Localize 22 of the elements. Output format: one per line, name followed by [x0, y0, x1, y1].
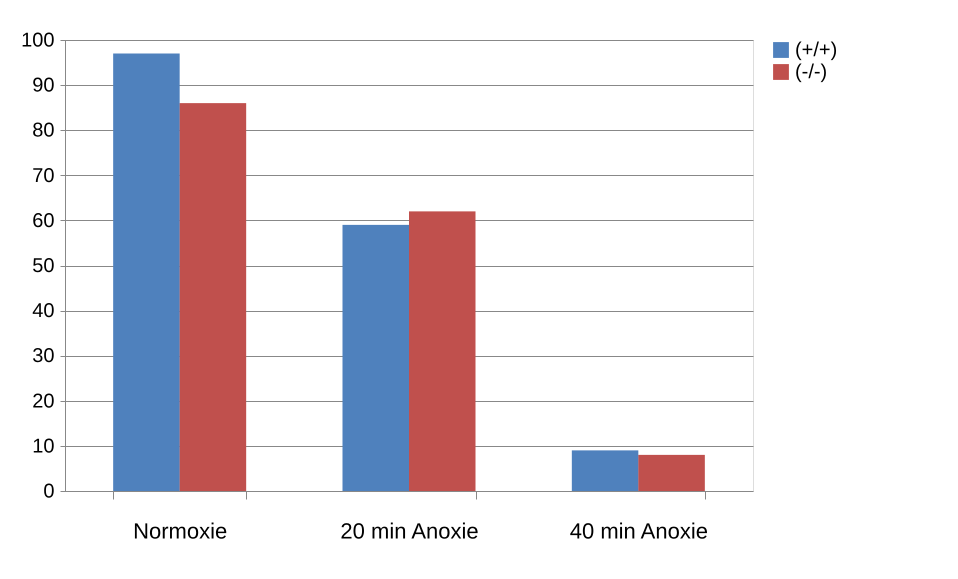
y-tick-label: 80: [32, 120, 54, 142]
y-tick-label: 60: [32, 210, 54, 232]
bar: [113, 54, 180, 491]
legend-label: (-/-): [795, 61, 828, 83]
y-tick-label: 40: [32, 300, 54, 322]
bar: [342, 224, 409, 491]
legend-label: (+/+): [795, 39, 838, 61]
y-tick-label: 100: [21, 30, 54, 52]
y-tick-label: 20: [32, 390, 54, 412]
bar: [409, 211, 476, 491]
bar: [572, 450, 638, 491]
y-tick-label: 50: [32, 255, 54, 277]
y-tick-label: 70: [32, 164, 54, 187]
bar: [180, 103, 246, 491]
x-tick-label: 20 min Anoxie: [340, 518, 479, 544]
y-tick-label: 10: [32, 435, 54, 458]
y-tick-label: 30: [32, 345, 54, 368]
bar: [638, 454, 705, 491]
y-tick-label: 90: [32, 74, 54, 97]
x-tick-label: 40 min Anoxie: [570, 518, 708, 544]
x-tick-label: Normoxie: [133, 518, 228, 544]
y-tick-label: 0: [43, 480, 54, 502]
